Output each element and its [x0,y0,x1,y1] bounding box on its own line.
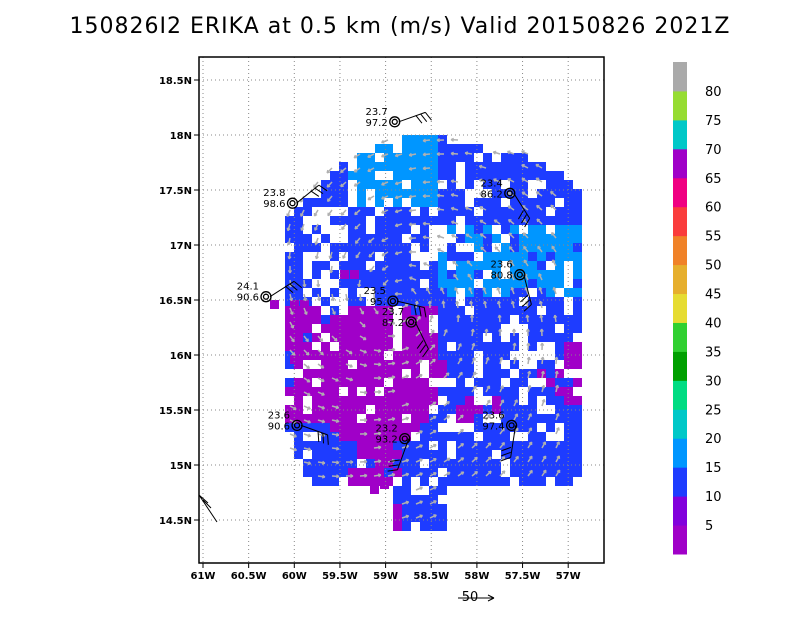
gridlines [199,57,604,563]
dropsonde-pressure: 93.2 [376,435,398,446]
dropsonde: 23.486.2 [481,178,531,228]
dropsonde-speed: 24.1 [237,282,259,293]
colorbar-swatch [673,119,687,150]
colorbar-label: 10 [705,490,722,505]
y-tick-label: 17N [170,241,192,252]
colorbar-swatch [673,351,687,381]
colorbar-label: 65 [705,172,722,187]
colorbar-swatch [673,293,687,323]
colorbar-swatch [673,90,687,121]
dropsonde: 23.293.2 [376,424,411,472]
dropsonde-speed: 23.7 [365,107,387,118]
colorbar-swatch [673,467,687,497]
y-tick-label: 15.5N [159,406,192,417]
dropsonde-speed: 23.8 [263,188,285,199]
colorbar-label: 25 [705,403,722,418]
reference-vector-arrow [458,594,495,602]
wind-barb-corner [198,494,218,523]
x-tick-label: 58W [464,571,489,582]
dropsonde-speed: 23.6 [268,410,290,421]
x-tick-label: 59.5W [322,571,358,582]
colorbar-swatch [673,235,687,266]
dropsonde: 23.797.2 [365,107,432,129]
dropsonde: 23.595. [364,286,427,318]
colorbar-swatch [673,380,687,410]
dropsonde-pressure: 98.6 [263,199,285,210]
colorbar-swatch [673,177,687,208]
colorbar-label: 55 [705,230,722,245]
y-axis-ticks: 18.5N 18N 17.5N 17N 16.5N 16N 15.5N 15N 14.5N [159,76,199,527]
dropsonde: 23.690.6 [268,410,329,445]
colorbar-swatch [673,148,687,179]
colorbar-label: 30 [705,374,722,389]
colorbar-swatch [673,409,687,439]
dropsonde-pressure: 97.2 [365,118,387,129]
dropsonde: 23.680.8 [491,260,532,312]
dropsonde-pressure: 95. [370,297,386,308]
dropsonde-pressure: 80.8 [491,271,513,282]
dropsonde-pressure: 90.6 [237,293,259,304]
colorbar-label: 15 [705,461,722,476]
dropsonde: 23.697.4 [482,410,518,462]
x-tick-label: 60W [282,571,307,582]
dropsonde: 23.898.6 [263,184,328,210]
colorbar-swatch [673,206,687,237]
colorbar-label: 75 [705,114,722,129]
dropsonde-pressure: 86.2 [481,189,503,200]
dropsonde-pressure: 97.4 [482,421,504,432]
x-tick-label: 61W [191,571,216,582]
colorbar-label: 5 [705,519,713,534]
x-tick-label: 58.5W [413,571,449,582]
colorbar-label: 45 [705,288,722,303]
dropsonde-speed: 23.2 [376,424,398,435]
y-tick-label: 18N [170,131,192,142]
x-axis-ticks: 61W 60.5W 60W 59.5W 59W 58.5W 58W 57.5W 57W [191,563,581,582]
colorbar-swatch [673,438,687,468]
x-tick-label: 57.5W [505,571,541,582]
colorbar: 5 10 15 20 25 30 35 40 45 50 55 60 65 70 75 80 [673,62,722,555]
reference-vector-label: 50 [461,590,479,605]
colorbar-label: 50 [705,259,722,274]
colorbar-label: 70 [705,143,722,158]
dropsonde-markers: 23.797.223.486.223.898.623.680.824.190.6… [237,107,532,472]
dropsonde-pressure: 90.6 [268,421,290,432]
wind-vectors [286,137,561,519]
y-tick-label: 16N [170,351,192,362]
colorbar-swatch [673,322,687,352]
y-tick-label: 18.5N [159,76,192,87]
dropsonde-speed: 23.6 [491,260,513,271]
map-title: 150826I2 ERIKA at 0.5 km (m/s) Valid 201… [69,14,731,39]
colorbar-label: 60 [705,201,722,216]
dropsonde-speed: 23.5 [364,286,386,297]
y-tick-label: 15N [170,461,192,472]
colorbar-label: 35 [705,345,722,360]
y-tick-label: 17.5N [159,186,192,197]
x-tick-label: 59W [373,571,398,582]
colorbar-label: 40 [705,316,722,331]
y-tick-label: 16.5N [159,296,192,307]
colorbar-label: 80 [705,85,722,100]
y-tick-label: 14.5N [159,516,192,527]
colorbar-label: 20 [705,432,722,447]
dropsonde-speed: 23.6 [482,410,504,421]
colorbar-swatch [673,264,687,295]
wind-speed-field [270,135,582,531]
dropsonde-pressure: 87.2 [382,318,404,329]
dropsonde: 24.190.6 [237,280,303,304]
x-tick-label: 57W [556,571,581,582]
colorbar-swatch [673,525,687,555]
colorbar-swatch [673,62,687,92]
colorbar-swatch [673,496,687,526]
dropsonde-speed: 23.4 [481,178,503,189]
map-frame [198,56,605,564]
x-tick-label: 60.5W [231,571,267,582]
dropsonde: 23.787.2 [382,307,429,358]
dropsonde-speed: 23.7 [382,307,404,318]
